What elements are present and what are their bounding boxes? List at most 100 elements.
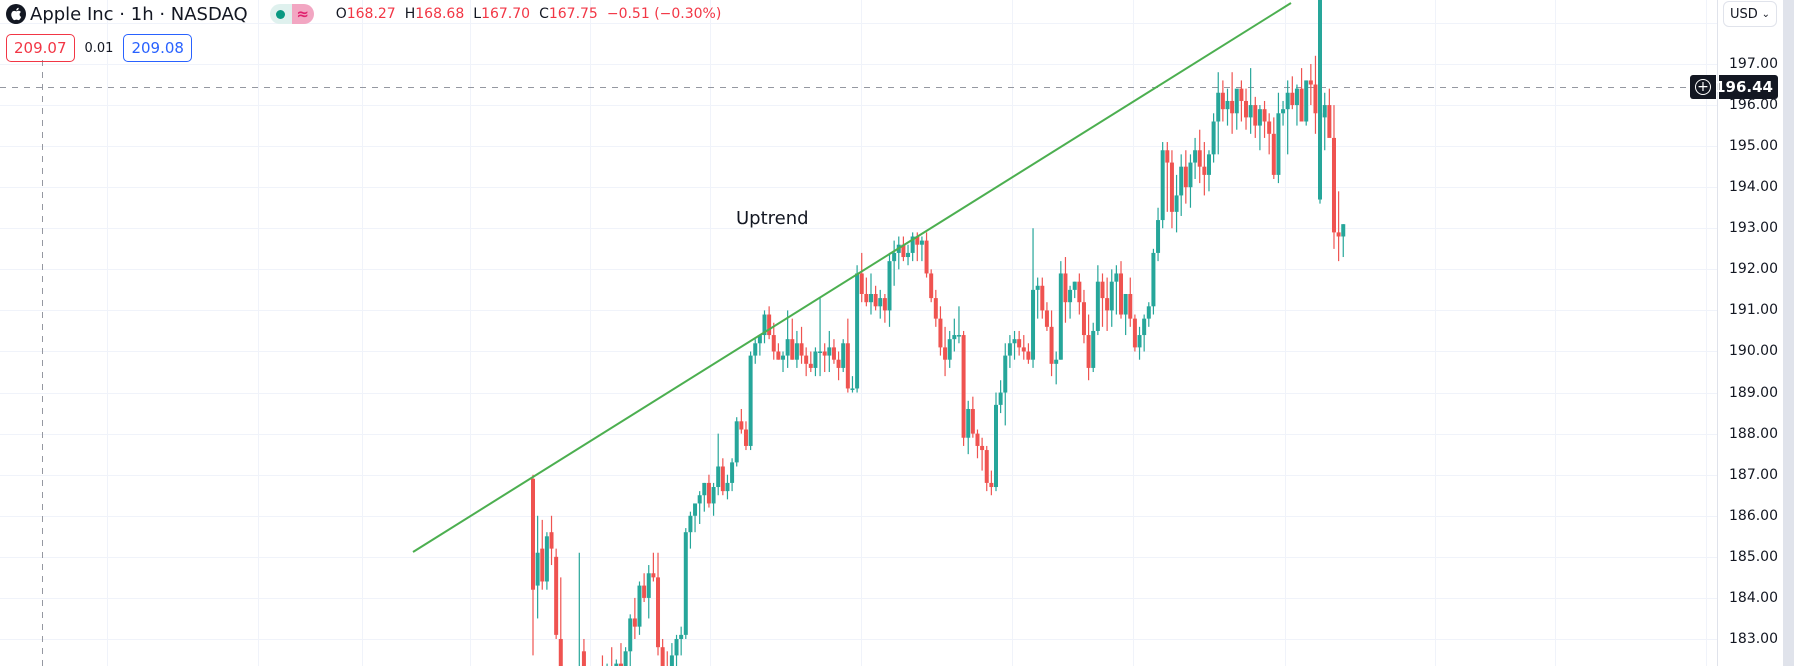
- candle: [1244, 88, 1249, 130]
- candle: [1216, 72, 1221, 155]
- sell-button[interactable]: 209.07: [6, 34, 75, 62]
- candle: [1054, 351, 1059, 385]
- candle: [693, 503, 698, 533]
- candle: [855, 265, 860, 393]
- candle: [882, 293, 887, 323]
- candle: [702, 482, 707, 512]
- candle: [771, 322, 776, 360]
- candle: [697, 491, 702, 524]
- candle: [1132, 314, 1137, 352]
- candlestick-chart[interactable]: [0, 0, 1717, 666]
- candle: [1137, 326, 1142, 360]
- currency-select[interactable]: USD ⌄: [1723, 1, 1777, 27]
- candle: [929, 269, 934, 303]
- scrollbar[interactable]: [1783, 0, 1794, 666]
- chart-pane[interactable]: Apple Inc · 1h · NASDAQ ≈ O168.27 H168.6…: [0, 0, 1717, 666]
- candle: [1026, 343, 1031, 364]
- market-open-dot-icon: [269, 4, 292, 24]
- candle: [1091, 322, 1096, 373]
- candle: [919, 236, 924, 262]
- candle: [1151, 248, 1156, 315]
- candle: [1049, 310, 1054, 377]
- candle: [831, 339, 836, 364]
- candle: [669, 643, 674, 666]
- low-value: 167.70: [481, 6, 531, 22]
- candle: [998, 380, 1003, 414]
- symbol-title[interactable]: Apple Inc · 1h · NASDAQ: [30, 3, 248, 25]
- high-label: H: [404, 6, 416, 22]
- candle: [666, 651, 668, 666]
- trade-buttons: 209.07 0.01 209.08: [6, 34, 192, 62]
- candle: [1322, 92, 1327, 151]
- candle: [859, 252, 864, 303]
- candle: [850, 376, 855, 393]
- candle: [1267, 113, 1272, 155]
- candle: [980, 437, 985, 471]
- price-tick: 186.00: [1729, 507, 1778, 524]
- candle: [1100, 273, 1105, 327]
- candle: [632, 597, 637, 639]
- candle: [674, 634, 679, 666]
- candle: [1313, 55, 1318, 134]
- candle: [1262, 100, 1267, 138]
- candle: [938, 306, 943, 356]
- plus-circle-icon: +: [1695, 79, 1711, 95]
- add-alert-button[interactable]: +: [1690, 75, 1716, 99]
- candle: [1308, 64, 1313, 106]
- candle: [910, 232, 915, 262]
- price-tick: 183.00: [1729, 630, 1778, 647]
- candle: [1230, 72, 1235, 134]
- candle: [799, 326, 804, 364]
- candle: [1206, 150, 1211, 192]
- candle: [1234, 88, 1239, 130]
- candle: [887, 252, 892, 327]
- candle: [1225, 88, 1230, 126]
- candle: [1253, 96, 1258, 138]
- symbol-legend: Apple Inc · 1h · NASDAQ ≈ O168.27 H168.6…: [6, 3, 721, 25]
- candle: [683, 528, 688, 639]
- candle: [748, 351, 753, 451]
- candle: [720, 458, 725, 496]
- candle: [1257, 105, 1262, 151]
- candle: [1007, 335, 1012, 368]
- candle: [637, 581, 642, 635]
- candle: [1081, 289, 1086, 344]
- candle: [531, 474, 535, 656]
- candle: [544, 532, 549, 590]
- candle: [753, 339, 758, 364]
- price-axis[interactable]: 197.00 196.00 195.00 194.00 193.00 192.00 191.…: [1717, 0, 1784, 666]
- candle: [864, 277, 869, 307]
- candle: [716, 433, 721, 496]
- candle: [813, 347, 818, 377]
- uptrend-label[interactable]: Uptrend: [736, 208, 809, 229]
- candle: [1327, 88, 1332, 138]
- candle: [794, 330, 799, 368]
- candle: [762, 310, 767, 344]
- candle: [1202, 142, 1207, 196]
- candle: [808, 351, 813, 373]
- candle: [642, 573, 647, 603]
- candle: [688, 511, 693, 549]
- uptrend-trendline[interactable]: [412, 2, 1292, 553]
- candle: [1086, 314, 1091, 381]
- candle: [878, 289, 883, 319]
- price-tick: 191.00: [1729, 302, 1778, 319]
- candle: [868, 273, 873, 315]
- candle: [578, 552, 580, 666]
- candle: [660, 638, 665, 666]
- candle: [1248, 68, 1253, 134]
- candle: [739, 408, 744, 434]
- price-tick: 188.00: [1729, 425, 1778, 442]
- candle: [1294, 84, 1299, 126]
- approx-icon: ≈: [291, 4, 314, 24]
- candle: [611, 647, 613, 666]
- buy-button[interactable]: 209.08: [123, 34, 192, 62]
- status-pill[interactable]: ≈: [269, 4, 314, 24]
- candle: [554, 548, 559, 639]
- candle: [1220, 80, 1225, 122]
- candle: [1331, 105, 1336, 249]
- candle: [1040, 277, 1045, 319]
- candle: [623, 647, 628, 666]
- price-tick: 194.00: [1729, 179, 1778, 196]
- price-tick: 193.00: [1729, 220, 1778, 237]
